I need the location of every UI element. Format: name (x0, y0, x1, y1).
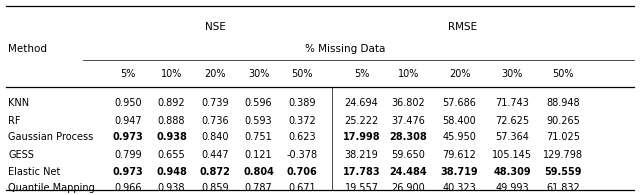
Text: 19.557: 19.557 (344, 183, 379, 193)
Text: 0.799: 0.799 (114, 150, 142, 160)
Text: 0.804: 0.804 (243, 167, 274, 177)
Text: 57.364: 57.364 (495, 132, 529, 143)
Text: 129.798: 129.798 (543, 150, 583, 160)
Text: 10%: 10% (397, 69, 419, 79)
Text: 0.966: 0.966 (115, 183, 141, 193)
Text: 50%: 50% (552, 69, 574, 79)
Text: % Missing Data: % Missing Data (305, 44, 386, 54)
Text: Quantile Mapping: Quantile Mapping (8, 183, 95, 193)
Text: 5%: 5% (120, 69, 136, 79)
Text: RF: RF (8, 116, 21, 126)
Text: 30%: 30% (501, 69, 523, 79)
Text: 0.372: 0.372 (288, 116, 316, 126)
Text: 59.650: 59.650 (392, 150, 425, 160)
Text: RMSE: RMSE (448, 22, 477, 32)
Text: 0.447: 0.447 (201, 150, 229, 160)
Text: 40.323: 40.323 (443, 183, 476, 193)
Text: 0.671: 0.671 (288, 183, 316, 193)
Text: 0.655: 0.655 (157, 150, 186, 160)
Text: 0.840: 0.840 (202, 132, 228, 143)
Text: GESS: GESS (8, 150, 34, 160)
Text: 0.121: 0.121 (244, 150, 273, 160)
Text: 17.998: 17.998 (343, 132, 380, 143)
Text: Elastic Net: Elastic Net (8, 167, 61, 177)
Text: 0.593: 0.593 (244, 116, 273, 126)
Text: 105.145: 105.145 (492, 150, 532, 160)
Text: 45.950: 45.950 (443, 132, 476, 143)
Text: 36.802: 36.802 (392, 98, 425, 108)
Text: 25.222: 25.222 (344, 116, 379, 126)
Text: 0.736: 0.736 (201, 116, 229, 126)
Text: 0.938: 0.938 (158, 183, 185, 193)
Text: 26.900: 26.900 (392, 183, 425, 193)
Text: -0.378: -0.378 (287, 150, 317, 160)
Text: 0.973: 0.973 (113, 132, 143, 143)
Text: 71.025: 71.025 (546, 132, 580, 143)
Text: 0.623: 0.623 (288, 132, 316, 143)
Text: 48.309: 48.309 (493, 167, 531, 177)
Text: 0.950: 0.950 (114, 98, 142, 108)
Text: 0.938: 0.938 (156, 132, 187, 143)
Text: 59.559: 59.559 (545, 167, 582, 177)
Text: 10%: 10% (161, 69, 182, 79)
Text: KNN: KNN (8, 98, 29, 108)
Text: 0.751: 0.751 (244, 132, 273, 143)
Text: 38.719: 38.719 (441, 167, 478, 177)
Text: 72.625: 72.625 (495, 116, 529, 126)
Text: 79.612: 79.612 (443, 150, 476, 160)
Text: 71.743: 71.743 (495, 98, 529, 108)
Text: 0.888: 0.888 (158, 116, 185, 126)
Text: 0.872: 0.872 (200, 167, 230, 177)
Text: 57.686: 57.686 (443, 98, 476, 108)
Text: 17.783: 17.783 (343, 167, 380, 177)
Text: 0.973: 0.973 (113, 167, 143, 177)
Text: 58.400: 58.400 (443, 116, 476, 126)
Text: 0.787: 0.787 (244, 183, 273, 193)
Text: 61.832: 61.832 (547, 183, 580, 193)
Text: Method: Method (8, 44, 47, 54)
Text: 28.308: 28.308 (390, 132, 427, 143)
Text: 20%: 20% (449, 69, 470, 79)
Text: 88.948: 88.948 (547, 98, 580, 108)
Text: 5%: 5% (354, 69, 369, 79)
Text: 49.993: 49.993 (495, 183, 529, 193)
Text: Gaussian Process: Gaussian Process (8, 132, 93, 143)
Text: 0.947: 0.947 (114, 116, 142, 126)
Text: 38.219: 38.219 (345, 150, 378, 160)
Text: 90.265: 90.265 (547, 116, 580, 126)
Text: 0.389: 0.389 (289, 98, 316, 108)
Text: 20%: 20% (204, 69, 226, 79)
Text: 0.706: 0.706 (287, 167, 317, 177)
Text: 37.476: 37.476 (392, 116, 425, 126)
Text: 30%: 30% (248, 69, 269, 79)
Text: 0.948: 0.948 (156, 167, 187, 177)
Text: 0.596: 0.596 (244, 98, 273, 108)
Text: 0.739: 0.739 (201, 98, 229, 108)
Text: NSE: NSE (205, 22, 225, 32)
Text: 24.484: 24.484 (390, 167, 427, 177)
Text: 24.694: 24.694 (345, 98, 378, 108)
Text: 50%: 50% (291, 69, 313, 79)
Text: 0.859: 0.859 (201, 183, 229, 193)
Text: 0.892: 0.892 (157, 98, 186, 108)
